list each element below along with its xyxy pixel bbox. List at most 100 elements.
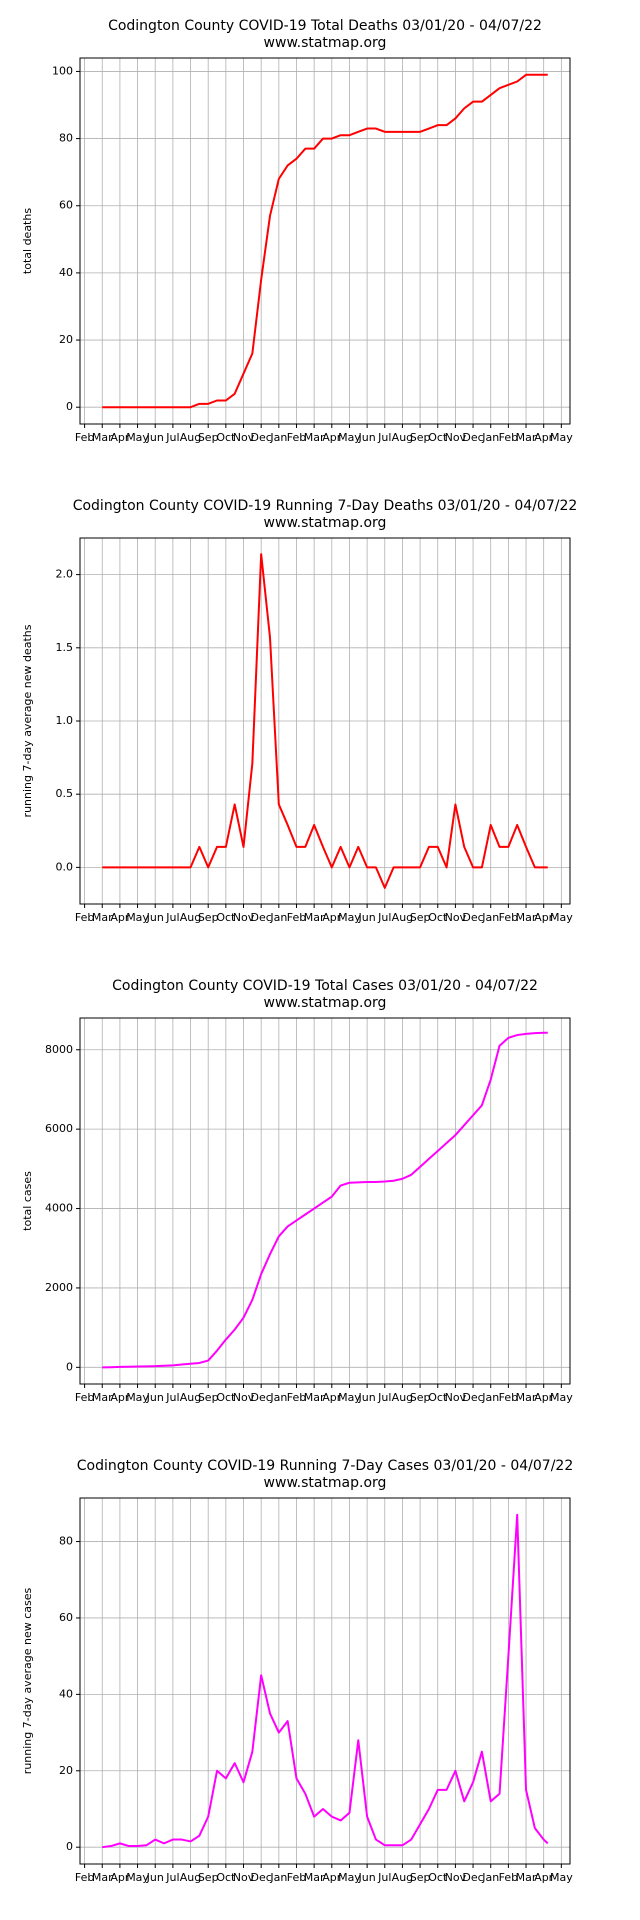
x-tick-label: Nov — [445, 431, 467, 444]
x-tick-label: Oct — [216, 1871, 236, 1884]
x-tick-label: Mar — [92, 1871, 113, 1884]
chart-subtitle: www.statmap.org — [264, 1475, 387, 1491]
x-tick-label: May — [126, 911, 149, 924]
x-tick-label: Jan — [269, 1871, 287, 1884]
y-tick-label: 2000 — [45, 1281, 73, 1294]
x-tick-label: Feb — [499, 1391, 518, 1404]
y-tick-label: 6000 — [45, 1122, 73, 1135]
x-tick-label: Nov — [445, 1391, 467, 1404]
y-axis-label: total cases — [21, 1171, 34, 1231]
x-tick-label: Sep — [410, 1391, 431, 1404]
x-tick-label: May — [126, 1871, 149, 1884]
x-tick-label: Dec — [462, 911, 483, 924]
x-tick-label: Apr — [322, 1391, 342, 1404]
x-tick-label: Oct — [428, 431, 448, 444]
x-tick-label: Mar — [516, 1391, 537, 1404]
x-tick-label: Jul — [377, 1391, 391, 1404]
x-tick-label: Aug — [392, 1391, 413, 1404]
x-tick-label: May — [550, 911, 573, 924]
x-tick-label: Oct — [216, 911, 236, 924]
y-tick-label: 20 — [59, 1764, 73, 1777]
x-tick-label: Jul — [165, 431, 179, 444]
x-tick-label: Dec — [251, 1871, 272, 1884]
x-tick-label: Jan — [481, 1391, 499, 1404]
y-tick-label: 2.0 — [56, 568, 74, 581]
x-tick-label: May — [550, 431, 573, 444]
x-tick-label: Sep — [410, 1871, 431, 1884]
y-axis-label: running 7-day average new cases — [21, 1588, 34, 1775]
x-tick-label: Jan — [269, 911, 287, 924]
y-axis-label: total deaths — [21, 208, 34, 274]
x-tick-label: Jan — [269, 1391, 287, 1404]
x-tick-label: Dec — [462, 431, 483, 444]
data-line — [102, 553, 548, 889]
y-tick-label: 0.0 — [56, 860, 74, 873]
x-tick-label: Jul — [165, 911, 179, 924]
x-tick-label: Jun — [358, 1391, 376, 1404]
x-tick-label: Nov — [233, 1871, 255, 1884]
y-tick-label: 80 — [59, 132, 73, 145]
x-tick-label: May — [126, 431, 149, 444]
x-tick-label: May — [550, 1391, 573, 1404]
x-tick-label: Jan — [481, 1871, 499, 1884]
y-tick-label: 20 — [59, 333, 73, 346]
x-tick-label: Aug — [392, 911, 413, 924]
x-tick-label: May — [338, 1871, 361, 1884]
x-tick-label: Oct — [216, 1391, 236, 1404]
x-tick-label: Sep — [410, 911, 431, 924]
x-tick-label: Dec — [251, 911, 272, 924]
x-tick-label: Aug — [392, 431, 413, 444]
x-tick-label: Apr — [534, 1391, 554, 1404]
x-tick-label: Dec — [251, 1391, 272, 1404]
y-tick-label: 0 — [66, 1360, 73, 1373]
x-tick-label: Nov — [233, 431, 255, 444]
y-tick-label: 0 — [66, 1840, 73, 1853]
x-tick-label: May — [338, 431, 361, 444]
x-tick-label: Apr — [534, 1871, 554, 1884]
x-tick-label: Feb — [499, 1871, 518, 1884]
x-tick-label: Jan — [269, 431, 287, 444]
chart-subtitle: www.statmap.org — [264, 35, 387, 51]
chart-subtitle: www.statmap.org — [264, 515, 387, 531]
chart-title: Codington County COVID-19 Total Cases 03… — [112, 978, 538, 994]
x-tick-label: Jun — [146, 1871, 164, 1884]
x-tick-label: Feb — [287, 431, 306, 444]
x-tick-label: Nov — [445, 911, 467, 924]
x-tick-label: Oct — [216, 431, 236, 444]
chart-panel: Codington County COVID-19 Running 7-Day … — [21, 498, 577, 924]
x-tick-label: Feb — [499, 911, 518, 924]
x-tick-label: Feb — [75, 911, 94, 924]
x-tick-label: Apr — [110, 1391, 130, 1404]
x-tick-label: Oct — [428, 1871, 448, 1884]
y-tick-label: 1.0 — [56, 714, 74, 727]
x-tick-label: May — [126, 1391, 149, 1404]
y-axis-label: running 7-day average new deaths — [21, 624, 34, 817]
x-tick-label: Feb — [287, 1871, 306, 1884]
x-tick-label: Mar — [304, 911, 325, 924]
y-tick-label: 60 — [59, 1611, 73, 1624]
x-tick-label: Sep — [198, 911, 219, 924]
x-tick-label: Apr — [110, 911, 130, 924]
x-tick-label: Jun — [358, 911, 376, 924]
chart-panel: Codington County COVID-19 Running 7-Day … — [21, 1458, 573, 1884]
x-tick-label: Mar — [304, 431, 325, 444]
x-tick-label: Nov — [233, 1391, 255, 1404]
x-tick-label: Mar — [516, 1871, 537, 1884]
y-tick-label: 4000 — [45, 1202, 73, 1215]
y-tick-label: 40 — [59, 266, 73, 279]
x-tick-label: Nov — [233, 911, 255, 924]
x-tick-label: Oct — [428, 1391, 448, 1404]
chart-subtitle: www.statmap.org — [264, 995, 387, 1011]
x-tick-label: Jun — [358, 1871, 376, 1884]
x-tick-label: Mar — [516, 431, 537, 444]
x-tick-label: Dec — [251, 431, 272, 444]
x-tick-label: Mar — [92, 911, 113, 924]
x-tick-label: Jul — [377, 1871, 391, 1884]
chart-panel: Codington County COVID-19 Total Cases 03… — [21, 978, 573, 1404]
y-tick-label: 8000 — [45, 1043, 73, 1056]
plot-frame — [79, 57, 571, 425]
y-tick-label: 40 — [59, 1687, 73, 1700]
x-tick-label: Mar — [304, 1871, 325, 1884]
